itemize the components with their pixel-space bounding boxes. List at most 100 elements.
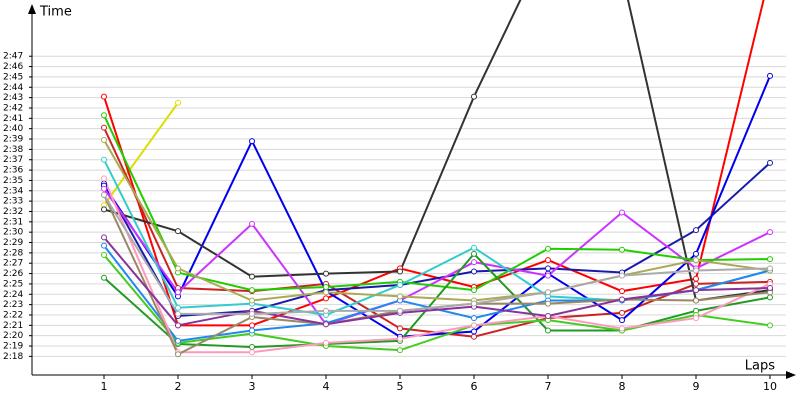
x-tick-label: 6 [471, 380, 478, 393]
data-point [471, 259, 477, 266]
data-point [249, 322, 255, 329]
x-axis-title: Laps [745, 359, 775, 374]
series-line [103, 236, 771, 327]
data-point [545, 257, 551, 264]
y-tick-label: 2:18 [3, 352, 23, 362]
x-tick-label: 7 [545, 380, 552, 393]
x-tick-label: 3 [249, 380, 256, 393]
data-point [249, 344, 255, 351]
data-point [101, 274, 107, 281]
data-point [619, 209, 625, 216]
y-tick-label: 2:47 [3, 52, 23, 62]
data-point [545, 300, 551, 307]
data-point [249, 349, 255, 356]
data-point [471, 244, 477, 251]
x-tick-label: 4 [323, 380, 330, 393]
data-point [545, 327, 551, 334]
series-line [103, 252, 771, 349]
data-point [175, 337, 181, 344]
data-point [397, 268, 403, 275]
data-point [249, 220, 255, 227]
data-point [249, 310, 255, 317]
y-tick-label: 2:33 [3, 197, 23, 207]
y-tick-label: 2:23 [3, 300, 23, 310]
x-axis-arrow [786, 371, 796, 379]
y-tick-label: 2:19 [3, 342, 23, 352]
data-point [619, 246, 625, 253]
y-tick-label: 2:20 [3, 331, 23, 341]
data-point [767, 285, 773, 292]
x-tick-label: 1 [101, 380, 108, 393]
data-point [101, 234, 107, 241]
data-point [101, 175, 107, 182]
y-tick-label: 2:32 [3, 207, 23, 217]
data-point [397, 335, 403, 342]
data-point [101, 93, 107, 100]
y-tick-label: 2:24 [3, 290, 23, 300]
data-point [545, 313, 551, 320]
data-point [323, 284, 329, 291]
series-line [103, 188, 771, 326]
y-axis-title: Time [39, 5, 72, 20]
data-point [249, 297, 255, 304]
data-point [323, 339, 329, 346]
data-point [101, 251, 107, 258]
data-point [471, 300, 477, 307]
y-tick-label: 2:25 [3, 279, 23, 289]
data-point [175, 289, 181, 296]
data-point [249, 327, 255, 334]
data-point [545, 265, 551, 272]
data-point [101, 137, 107, 144]
data-point [471, 268, 477, 275]
data-point [323, 321, 329, 328]
data-point [693, 227, 699, 234]
x-tick-label: 9 [693, 380, 700, 393]
data-point [767, 229, 773, 236]
data-point [619, 317, 625, 324]
data-point [397, 347, 403, 354]
y-axis-arrow [28, 4, 36, 14]
data-point [175, 322, 181, 329]
series-line [103, 75, 771, 338]
data-point [175, 99, 181, 106]
data-point [471, 315, 477, 322]
data-point [175, 228, 181, 235]
data-point [545, 245, 551, 252]
series-line [103, 102, 179, 206]
x-tick-label: 8 [619, 380, 626, 393]
data-point [767, 294, 773, 301]
data-point [767, 159, 773, 166]
y-tick-label: 2:42 [3, 103, 23, 113]
series-lines [101, 0, 773, 358]
data-point [323, 289, 329, 296]
data-point [693, 280, 699, 287]
series-line [103, 0, 771, 302]
data-point [545, 289, 551, 296]
y-tick-label: 2:38 [3, 145, 23, 155]
y-tick-label: 2:28 [3, 248, 23, 258]
data-point [471, 328, 477, 335]
data-point [101, 112, 107, 119]
y-tick-label: 2:37 [3, 155, 23, 165]
data-point [693, 257, 699, 264]
data-point [471, 333, 477, 340]
y-tick-label: 2:29 [3, 238, 23, 248]
data-point [619, 309, 625, 316]
data-point [545, 272, 551, 279]
data-point [693, 297, 699, 304]
series-line [103, 139, 771, 302]
data-point [471, 322, 477, 329]
data-point [249, 273, 255, 280]
data-point [619, 296, 625, 303]
data-point [471, 287, 477, 294]
x-tick-label: 10 [763, 380, 777, 393]
series-line [103, 177, 771, 354]
y-tick-label: 2:44 [3, 83, 23, 93]
data-point [175, 304, 181, 311]
y-tick-label: 2:34 [3, 186, 23, 196]
data-point [397, 293, 403, 300]
series-line [103, 194, 771, 356]
data-point [175, 351, 181, 358]
data-point [693, 275, 699, 282]
data-point [249, 287, 255, 294]
